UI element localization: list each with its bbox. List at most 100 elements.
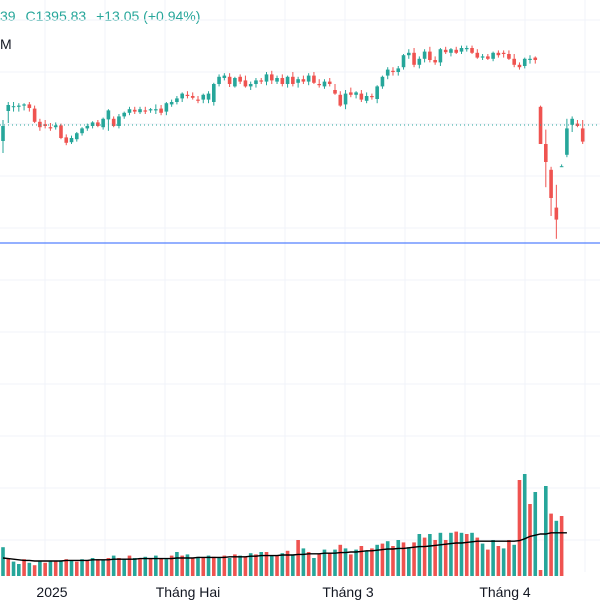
volume-bar [159, 558, 163, 576]
candles [1, 45, 585, 239]
volume-bar [401, 542, 406, 576]
volume-bars [1, 474, 564, 576]
candle-body [306, 75, 311, 82]
volume-bar [507, 540, 511, 576]
volume-bar [422, 537, 427, 576]
candle-body [275, 78, 279, 82]
volume-bar [317, 554, 321, 576]
candle-body [138, 109, 142, 113]
volume-bar [496, 546, 501, 576]
candle-body [227, 76, 232, 84]
candle-body [438, 49, 443, 63]
volume-bar [406, 547, 411, 576]
volume-bar [443, 540, 448, 576]
candle-body [470, 48, 474, 53]
volume-bar [396, 540, 401, 576]
volume-bar [264, 552, 269, 576]
volume-bar [475, 537, 480, 576]
candle-body [512, 58, 516, 65]
volume-bar [391, 546, 395, 576]
candle-body [132, 109, 137, 112]
volume-bar [185, 554, 190, 576]
candle-body [570, 118, 574, 125]
volume-bar [154, 555, 158, 576]
candle-body [96, 122, 100, 126]
volume-bar [412, 542, 416, 576]
candle-body [254, 80, 258, 84]
candle-body [417, 58, 422, 65]
candle-body [433, 60, 437, 63]
candle-body [27, 104, 32, 108]
volume-bar [127, 555, 132, 576]
candle-body [101, 118, 105, 128]
volume-bar [48, 561, 53, 576]
candle-body [1, 126, 5, 141]
candle-body [359, 93, 364, 100]
volume-bar [449, 532, 453, 576]
volume-bar [349, 554, 353, 576]
volume-bar [533, 492, 538, 576]
volume-bar [269, 555, 274, 576]
candle-body [375, 86, 379, 99]
volume-bar [512, 544, 516, 576]
volume-bar [17, 564, 21, 576]
candle-body [248, 84, 253, 87]
candle-body [196, 99, 200, 101]
volume-bar [322, 549, 327, 576]
volume-bar [233, 554, 237, 576]
candle-body [106, 110, 111, 120]
candle-body [269, 74, 274, 81]
candle-body [185, 94, 190, 96]
candle-body [364, 96, 369, 101]
volume-bar [206, 555, 211, 576]
volume-bar [212, 556, 216, 576]
volume-bar [27, 562, 32, 576]
volume-bar [528, 504, 532, 576]
candle-body [111, 118, 116, 126]
candle-body [233, 78, 237, 87]
volume-bar [486, 549, 490, 576]
volume-bar [6, 558, 11, 576]
candle-body [475, 52, 480, 58]
candle-body [396, 68, 401, 72]
volume-bar [438, 532, 443, 576]
x-tick-label: 2025 [36, 584, 67, 600]
candle-body [180, 93, 184, 99]
candle-body [291, 76, 295, 84]
candle-body [206, 93, 211, 100]
volume-bar [301, 548, 306, 576]
candle-body [406, 52, 411, 56]
candle-body [190, 96, 195, 98]
x-tick-label: Tháng 3 [322, 584, 374, 600]
candle-body [449, 49, 453, 53]
volume-bar [327, 553, 332, 576]
candle-body [480, 56, 485, 58]
candle-body [322, 81, 327, 87]
volume-bar [338, 544, 343, 576]
candle-body [117, 116, 121, 126]
candle-body [544, 144, 548, 162]
volume-bar [380, 543, 385, 576]
candle-body [517, 64, 522, 68]
candle-body [312, 75, 316, 83]
volume-bar [132, 558, 137, 576]
volume-bar [385, 541, 390, 576]
volume-bar [111, 555, 116, 576]
x-tick-label: Tháng Hai [156, 584, 221, 600]
candle-body [528, 58, 532, 60]
volume-bar [43, 562, 47, 576]
volume-bar [517, 480, 522, 576]
candle-body [491, 52, 495, 59]
x-tick-label: Tháng 4 [479, 584, 531, 600]
volume-bar [285, 550, 290, 576]
volume-bar [280, 553, 285, 576]
candle-body [74, 133, 79, 140]
candle-body [154, 109, 158, 111]
volume-bar [169, 555, 174, 576]
candle-body [422, 51, 427, 59]
candle-body [370, 96, 374, 98]
candle-body [64, 137, 69, 143]
volume-bar [201, 558, 206, 576]
volume-bar [306, 552, 311, 576]
volume-bar [64, 559, 69, 576]
